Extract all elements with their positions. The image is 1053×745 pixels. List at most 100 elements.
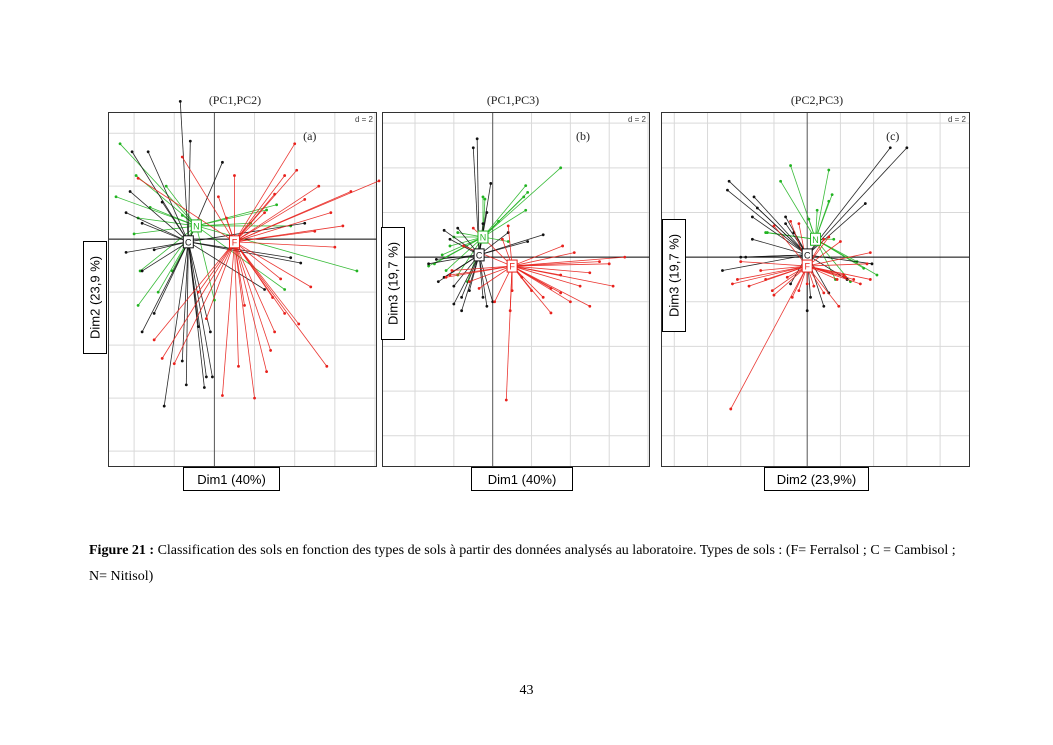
star-segment-F xyxy=(234,241,255,399)
star-segment-C xyxy=(185,241,189,385)
star-segment-F xyxy=(234,170,298,243)
data-point-F xyxy=(789,220,792,223)
star-segment-C xyxy=(806,147,908,256)
data-point-C xyxy=(888,146,892,150)
data-point-F xyxy=(839,240,842,243)
star-segment-N xyxy=(134,225,197,235)
star-segment-N xyxy=(449,236,484,247)
data-point-F xyxy=(588,271,592,275)
data-point-C xyxy=(124,251,128,254)
data-point-C xyxy=(784,215,787,219)
star-segment-N xyxy=(428,236,484,267)
star-segment-N xyxy=(482,185,527,238)
data-point-F xyxy=(790,295,794,299)
panel-b-plot: d = 2 (b) NC F xyxy=(382,112,650,467)
data-point-N xyxy=(136,303,140,307)
star-segment-F xyxy=(222,241,235,396)
centroid-box-N xyxy=(810,232,821,246)
data-point-F xyxy=(269,349,273,352)
star-segment-C xyxy=(141,241,189,272)
figure-caption-label: Figure 21 : xyxy=(89,543,155,558)
data-point-C xyxy=(162,404,166,408)
star-segment-F xyxy=(234,241,275,333)
star-segment-F xyxy=(234,143,296,243)
star-segment-F xyxy=(234,241,245,306)
data-point-N xyxy=(807,217,811,221)
data-point-F xyxy=(736,278,739,281)
data-point-N xyxy=(481,195,485,199)
star-segment-F xyxy=(740,261,808,267)
star-segment-F xyxy=(765,265,808,280)
data-point-N xyxy=(827,168,831,172)
data-point-C xyxy=(427,262,431,266)
centroid-box-N xyxy=(477,230,489,244)
data-point-N xyxy=(483,197,487,201)
star-segment-C xyxy=(478,254,488,307)
panel-a-title: (PC1,PC2) xyxy=(208,93,262,107)
data-point-C xyxy=(467,289,471,293)
data-point-C xyxy=(822,304,826,308)
centroid-label-F: F xyxy=(509,262,515,272)
data-point-F xyxy=(623,255,627,259)
panel-c-plot: d = 2 (c) NCF xyxy=(661,112,970,467)
centroid-label-N: N xyxy=(812,235,819,245)
data-point-F xyxy=(279,277,283,281)
star-segment-F xyxy=(234,241,273,298)
data-point-F xyxy=(852,278,856,281)
data-point-C xyxy=(471,146,475,150)
star-segment-F xyxy=(161,241,235,359)
data-point-N xyxy=(283,288,287,291)
plot-frame xyxy=(108,112,377,467)
data-point-F xyxy=(243,303,246,307)
data-point-N xyxy=(524,208,528,212)
panel-a-plot: d = 2 (a) NC F xyxy=(108,100,381,467)
data-point-F xyxy=(611,284,615,288)
star-segment-F xyxy=(512,252,575,267)
star-segment-C xyxy=(188,241,301,264)
star-segment-F xyxy=(807,263,868,267)
data-point-N xyxy=(355,269,359,273)
star-segment-F xyxy=(234,191,352,243)
data-point-C xyxy=(442,228,446,232)
data-point-N xyxy=(815,208,819,212)
star-segment-F xyxy=(451,265,513,271)
star-segment-F xyxy=(137,177,235,243)
star-segment-F xyxy=(234,241,281,280)
data-point-C xyxy=(448,237,452,241)
data-point-C xyxy=(452,284,456,288)
star-segment-C xyxy=(461,254,480,298)
data-point-F xyxy=(271,296,275,299)
data-point-F xyxy=(764,278,768,281)
star-segment-N xyxy=(482,209,526,238)
star-segment-C xyxy=(179,101,189,242)
star-segment-C xyxy=(478,241,528,256)
data-point-F xyxy=(283,174,287,177)
star-segment-F xyxy=(234,185,320,243)
data-point-C xyxy=(727,179,731,183)
data-point-C xyxy=(485,211,489,214)
page-number: 43 xyxy=(519,683,534,698)
data-point-C xyxy=(160,200,164,204)
data-point-F xyxy=(822,237,826,241)
data-point-C xyxy=(210,375,214,379)
panel-c-ylabel: Dim3 (19,7 %) xyxy=(662,219,686,332)
data-point-F xyxy=(858,282,862,286)
star-segment-C xyxy=(757,207,808,256)
centroid-label-C: C xyxy=(185,237,192,247)
star-segment-N xyxy=(815,239,836,280)
star-segment-C xyxy=(453,254,480,305)
centroid-label-F: F xyxy=(804,262,810,272)
data-point-C xyxy=(489,182,493,185)
data-point-F xyxy=(341,224,345,228)
data-point-N xyxy=(524,184,528,188)
data-point-F xyxy=(549,311,553,315)
data-point-C xyxy=(128,190,132,193)
data-point-F xyxy=(598,260,601,263)
star-segment-N xyxy=(196,225,358,272)
data-point-C xyxy=(204,375,208,379)
data-point-C xyxy=(721,269,724,272)
data-point-F xyxy=(797,289,801,293)
data-point-F xyxy=(295,168,299,172)
data-point-C xyxy=(178,100,182,103)
data-point-F xyxy=(313,229,317,233)
